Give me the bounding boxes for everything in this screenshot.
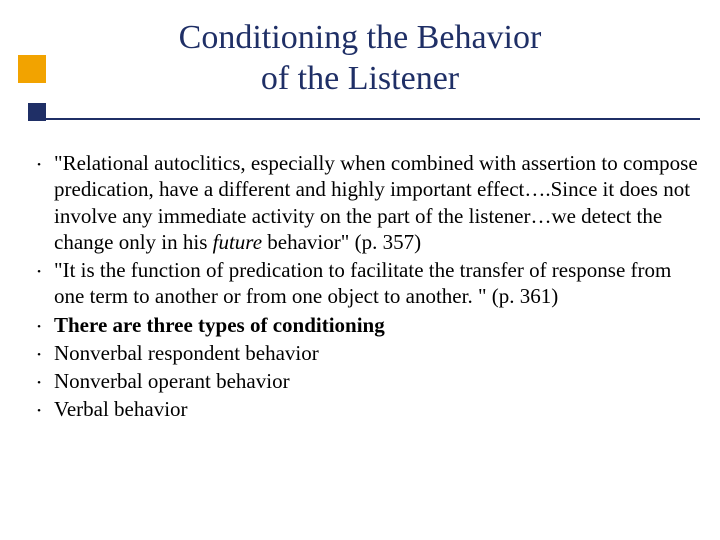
- bullet-text: Nonverbal operant behavior: [54, 368, 700, 394]
- bullet-item: • "Relational autoclitics, especially wh…: [24, 150, 700, 255]
- bullet-text: Nonverbal respondent behavior: [54, 340, 700, 366]
- bullet-marker: •: [24, 396, 54, 417]
- bullet-marker: •: [24, 312, 54, 333]
- bullet-marker: •: [24, 340, 54, 361]
- bullet-text-italic: future: [213, 230, 262, 254]
- bullet-marker: •: [24, 150, 54, 171]
- title-line-2: of the Listener: [261, 60, 459, 97]
- bullet-item: • "It is the function of predication to …: [24, 257, 700, 310]
- bullet-text: There are three types of conditioning: [54, 312, 700, 338]
- bullet-item: • Nonverbal operant behavior: [24, 368, 700, 394]
- bullet-marker: •: [24, 368, 54, 389]
- bullet-text-post: behavior" (p. 357): [262, 230, 421, 254]
- bullet-text: "Relational autoclitics, especially when…: [54, 150, 700, 255]
- bullet-text: Verbal behavior: [54, 396, 700, 422]
- slide-title: Conditioning the Behavior of the Listene…: [0, 18, 720, 100]
- bullet-item: • Nonverbal respondent behavior: [24, 340, 700, 366]
- bullet-item: • There are three types of conditioning: [24, 312, 700, 338]
- slide-body: • "Relational autoclitics, especially wh…: [24, 150, 700, 425]
- bullet-marker: •: [24, 257, 54, 278]
- bullet-item: • Verbal behavior: [24, 396, 700, 422]
- title-underline: [32, 118, 700, 120]
- bullet-text: "It is the function of predication to fa…: [54, 257, 700, 310]
- title-line-1: Conditioning the Behavior: [179, 19, 542, 56]
